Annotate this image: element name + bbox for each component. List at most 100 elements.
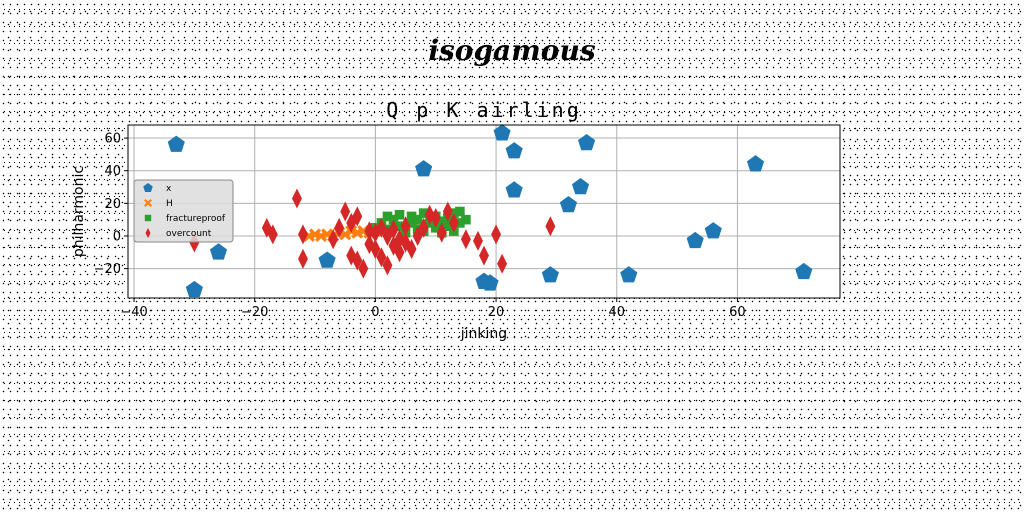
y-tick-label: 20	[104, 197, 121, 212]
legend-marker-icon	[144, 199, 152, 207]
data-point	[746, 155, 765, 172]
chart-title: Q p K airling	[386, 98, 582, 122]
data-point	[412, 214, 423, 225]
data-point	[479, 245, 489, 266]
data-point	[559, 195, 578, 213]
legend-item: x	[143, 183, 172, 194]
data-point	[328, 229, 339, 250]
data-point	[382, 255, 393, 276]
data-point	[388, 219, 399, 240]
data-point	[412, 225, 423, 246]
legend-label: H	[166, 199, 173, 209]
y-tick-label: 60	[104, 132, 121, 147]
data-point	[795, 262, 813, 280]
legend-label: x	[166, 184, 172, 194]
data-point	[352, 250, 363, 271]
plot-area	[128, 125, 840, 298]
data-point	[436, 222, 447, 243]
data-point	[578, 133, 596, 151]
legend-marker-icon	[143, 183, 153, 193]
data-point	[394, 242, 405, 263]
data-point	[442, 221, 453, 231]
data-point	[481, 274, 499, 291]
data-point	[491, 224, 502, 245]
data-point	[686, 231, 704, 249]
axis-ticks: −40 −20 0 20 40 60 −20 0 20 40 60	[94, 132, 746, 320]
data-point	[541, 266, 559, 283]
y-axis-label: philharmonic	[71, 166, 87, 257]
data-point	[261, 217, 272, 238]
legend-label: overcount	[166, 229, 212, 239]
data-point	[493, 124, 511, 141]
data-point	[334, 217, 345, 238]
y-tick-label: −20	[94, 262, 121, 277]
data-point	[505, 181, 523, 198]
data-point	[352, 206, 363, 227]
data-point	[370, 239, 381, 260]
data-point	[364, 221, 375, 242]
data-point	[209, 243, 228, 260]
data-point	[461, 214, 471, 225]
plot-frame	[127, 124, 841, 299]
data-point	[406, 239, 417, 260]
data-point	[382, 211, 393, 222]
data-point	[298, 248, 308, 269]
x-tick-label: 0	[371, 305, 379, 320]
data-point	[505, 142, 523, 159]
legend-marker-icon	[145, 228, 151, 238]
data-point	[406, 218, 417, 228]
data-point	[497, 253, 508, 274]
x-tick-label: 60	[729, 305, 746, 320]
data-point	[442, 201, 453, 222]
x-tick-label: 40	[608, 305, 625, 320]
legend-item: H	[144, 199, 173, 209]
legend-label: fractureproof	[166, 214, 226, 224]
data-point	[376, 247, 387, 268]
legend-box	[133, 179, 234, 243]
x-axis-label: jinking	[460, 326, 507, 342]
data-points	[167, 124, 813, 298]
data-point	[418, 208, 429, 218]
data-point	[430, 208, 441, 229]
data-point	[455, 218, 465, 228]
series-x	[167, 124, 813, 298]
data-point	[436, 216, 447, 227]
data-point	[394, 229, 405, 250]
data-point	[406, 211, 417, 222]
data-point	[267, 224, 278, 245]
data-point	[394, 221, 405, 231]
data-point	[418, 217, 429, 238]
grid-lines	[128, 125, 840, 298]
x-tick-label: 20	[488, 305, 505, 320]
data-point	[298, 224, 308, 245]
data-point	[291, 188, 302, 209]
data-point	[340, 201, 351, 222]
data-point	[185, 280, 203, 298]
page-title: isogamous	[428, 34, 596, 67]
data-point	[460, 229, 471, 250]
data-point	[571, 178, 590, 195]
data-point	[376, 217, 387, 238]
legend-marker-icon	[144, 214, 152, 222]
data-point	[448, 212, 459, 233]
legend-item: overcount	[145, 228, 212, 239]
data-point	[473, 230, 483, 251]
data-point	[704, 222, 722, 239]
data-point	[394, 209, 405, 220]
x-tick-label: −40	[120, 305, 147, 320]
data-point	[400, 216, 411, 237]
data-point	[167, 135, 185, 152]
legend-item: fractureproof	[144, 214, 226, 224]
data-point	[318, 251, 336, 268]
data-point	[358, 258, 369, 279]
y-tick-label: 0	[113, 229, 121, 244]
series-overcount	[189, 188, 556, 279]
data-point	[455, 206, 465, 217]
data-point	[545, 216, 556, 237]
data-point	[620, 266, 638, 283]
y-tick-label: 40	[104, 164, 121, 179]
x-tick-label: −20	[241, 305, 268, 320]
data-point	[415, 160, 433, 177]
